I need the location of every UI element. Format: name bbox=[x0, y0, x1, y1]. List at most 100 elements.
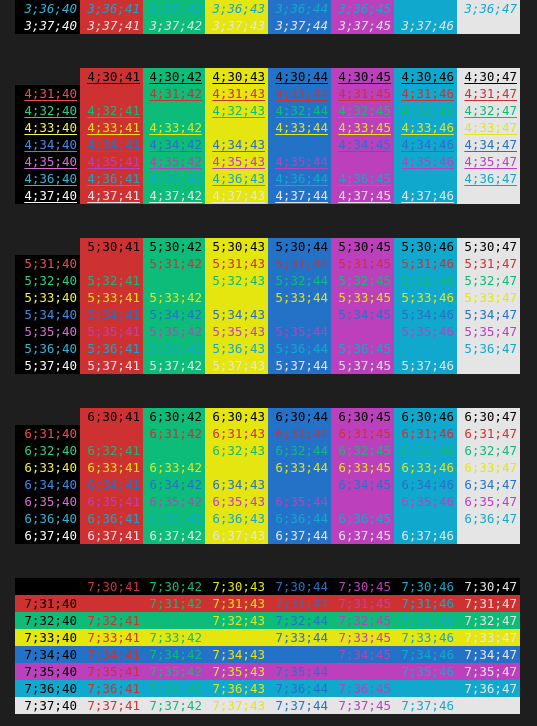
color-cell: 4;37;44 bbox=[268, 187, 331, 204]
color-cell: 3;36;44 bbox=[268, 0, 331, 17]
row-label: 6;36;40 bbox=[15, 510, 80, 527]
color-cell: 7;36;44 bbox=[268, 680, 331, 697]
color-cell: 7;32;44 bbox=[268, 612, 331, 629]
color-cell: 4;31;43 bbox=[205, 85, 268, 102]
color-cell: 5;36;43 bbox=[205, 340, 268, 357]
color-cell: 6;34;47 bbox=[457, 476, 520, 493]
color-cell: 4;35;41 bbox=[80, 153, 143, 170]
row-label bbox=[15, 68, 80, 85]
color-cell bbox=[143, 442, 205, 459]
color-cell bbox=[394, 680, 457, 697]
color-cell: 4;34;45 bbox=[331, 136, 394, 153]
color-cell: 4;36;41 bbox=[80, 170, 143, 187]
row-label: 4;32;40 bbox=[15, 102, 80, 119]
color-cell: 4;35;46 bbox=[394, 153, 457, 170]
color-cell: 6;33;47 bbox=[457, 459, 520, 476]
color-cell: 6;36;45 bbox=[331, 510, 394, 527]
color-cell: 5;33;44 bbox=[268, 289, 331, 306]
color-cell: 5;34;41 bbox=[80, 306, 143, 323]
color-cell: 3;36;41 bbox=[80, 0, 143, 17]
color-cell: 6;35;41 bbox=[80, 493, 143, 510]
color-cell: 4;33;41 bbox=[80, 119, 143, 136]
color-cell: 6;36;42 bbox=[143, 510, 205, 527]
color-cell: 4;36;44 bbox=[268, 170, 331, 187]
color-cell: 7;35;43 bbox=[205, 663, 268, 680]
color-cell: 5;33;47 bbox=[457, 289, 520, 306]
color-cell: 4;35;43 bbox=[205, 153, 268, 170]
color-cell: 7;37;41 bbox=[80, 697, 143, 714]
color-cell bbox=[80, 595, 143, 612]
color-cell: 5;37;42 bbox=[143, 357, 205, 374]
color-cell bbox=[143, 102, 205, 119]
color-cell: 7;35;47 bbox=[457, 663, 520, 680]
row-label bbox=[15, 408, 80, 425]
color-cell: 7;37;44 bbox=[268, 697, 331, 714]
color-cell: 5;34;46 bbox=[394, 306, 457, 323]
color-cell: 5;35;42 bbox=[143, 323, 205, 340]
color-cell: 5;32;44 bbox=[268, 272, 331, 289]
color-cell: 4;33;44 bbox=[268, 119, 331, 136]
color-cell: 5;35;41 bbox=[80, 323, 143, 340]
color-cell: 7;35;41 bbox=[80, 663, 143, 680]
color-cell: 5;32;41 bbox=[80, 272, 143, 289]
color-cell: 4;31;47 bbox=[457, 85, 520, 102]
color-cell: 5;33;46 bbox=[394, 289, 457, 306]
color-cell: 7;32;41 bbox=[80, 612, 143, 629]
color-cell bbox=[457, 17, 520, 34]
color-cell: 5;31;44 bbox=[268, 255, 331, 272]
color-cell: 3;36;42 bbox=[143, 0, 205, 17]
color-cell: 4;36;47 bbox=[457, 170, 520, 187]
row-label: 4;36;40 bbox=[15, 170, 80, 187]
color-cell: 7;34;46 bbox=[394, 646, 457, 663]
color-cell bbox=[205, 289, 268, 306]
color-cell: 7;36;43 bbox=[205, 680, 268, 697]
color-cell: 7;36;47 bbox=[457, 680, 520, 697]
color-cell: 7;30;45 bbox=[331, 578, 394, 595]
color-cell: 4;31;42 bbox=[143, 85, 205, 102]
color-cell: 5;37;45 bbox=[331, 357, 394, 374]
color-cell: 6;31;42 bbox=[143, 425, 205, 442]
color-cell: 4;30;42 bbox=[143, 68, 205, 85]
row-label bbox=[15, 238, 80, 255]
color-cell: 6;37;45 bbox=[331, 527, 394, 544]
color-cell: 5;35;46 bbox=[394, 323, 457, 340]
color-cell: 5;30;46 bbox=[394, 238, 457, 255]
color-cell: 7;35;46 bbox=[394, 663, 457, 680]
color-cell: 5;37;46 bbox=[394, 357, 457, 374]
row-label: 3;37;40 bbox=[15, 17, 80, 34]
color-cell bbox=[394, 170, 457, 187]
color-cell: 6;30;41 bbox=[80, 408, 143, 425]
row-label: 5;36;40 bbox=[15, 340, 80, 357]
row-label: 6;32;40 bbox=[15, 442, 80, 459]
row-label: 6;31;40 bbox=[15, 425, 80, 442]
color-cell: 5;36;47 bbox=[457, 340, 520, 357]
row-label: 7;33;40 bbox=[15, 629, 80, 646]
color-cell: 4;32;43 bbox=[205, 102, 268, 119]
row-label: 7;36;40 bbox=[15, 680, 80, 697]
color-cell: 3;37;43 bbox=[205, 17, 268, 34]
color-cell: 7;32;46 bbox=[394, 612, 457, 629]
color-cell bbox=[143, 612, 205, 629]
color-cell: 5;33;45 bbox=[331, 289, 394, 306]
row-label: 7;34;40 bbox=[15, 646, 80, 663]
row-label: 7;37;40 bbox=[15, 697, 80, 714]
row-label: 3;36;40 bbox=[15, 0, 80, 17]
color-cell: 4;36;45 bbox=[331, 170, 394, 187]
color-cell bbox=[205, 459, 268, 476]
color-cell: 5;37;44 bbox=[268, 357, 331, 374]
color-cell bbox=[268, 136, 331, 153]
color-cell: 7;36;45 bbox=[331, 680, 394, 697]
row-label: 6;34;40 bbox=[15, 476, 80, 493]
color-cell: 4;32;44 bbox=[268, 102, 331, 119]
color-cell: 6;33;42 bbox=[143, 459, 205, 476]
color-cell: 7;35;44 bbox=[268, 663, 331, 680]
color-cell: 6;37;41 bbox=[80, 527, 143, 544]
color-cell: 6;34;46 bbox=[394, 476, 457, 493]
color-cell: 7;34;47 bbox=[457, 646, 520, 663]
color-cell: 4;34;46 bbox=[394, 136, 457, 153]
color-cell: 7;31;44 bbox=[268, 595, 331, 612]
color-cell: 4;37;43 bbox=[205, 187, 268, 204]
row-label: 4;34;40 bbox=[15, 136, 80, 153]
color-cell: 6;34;43 bbox=[205, 476, 268, 493]
